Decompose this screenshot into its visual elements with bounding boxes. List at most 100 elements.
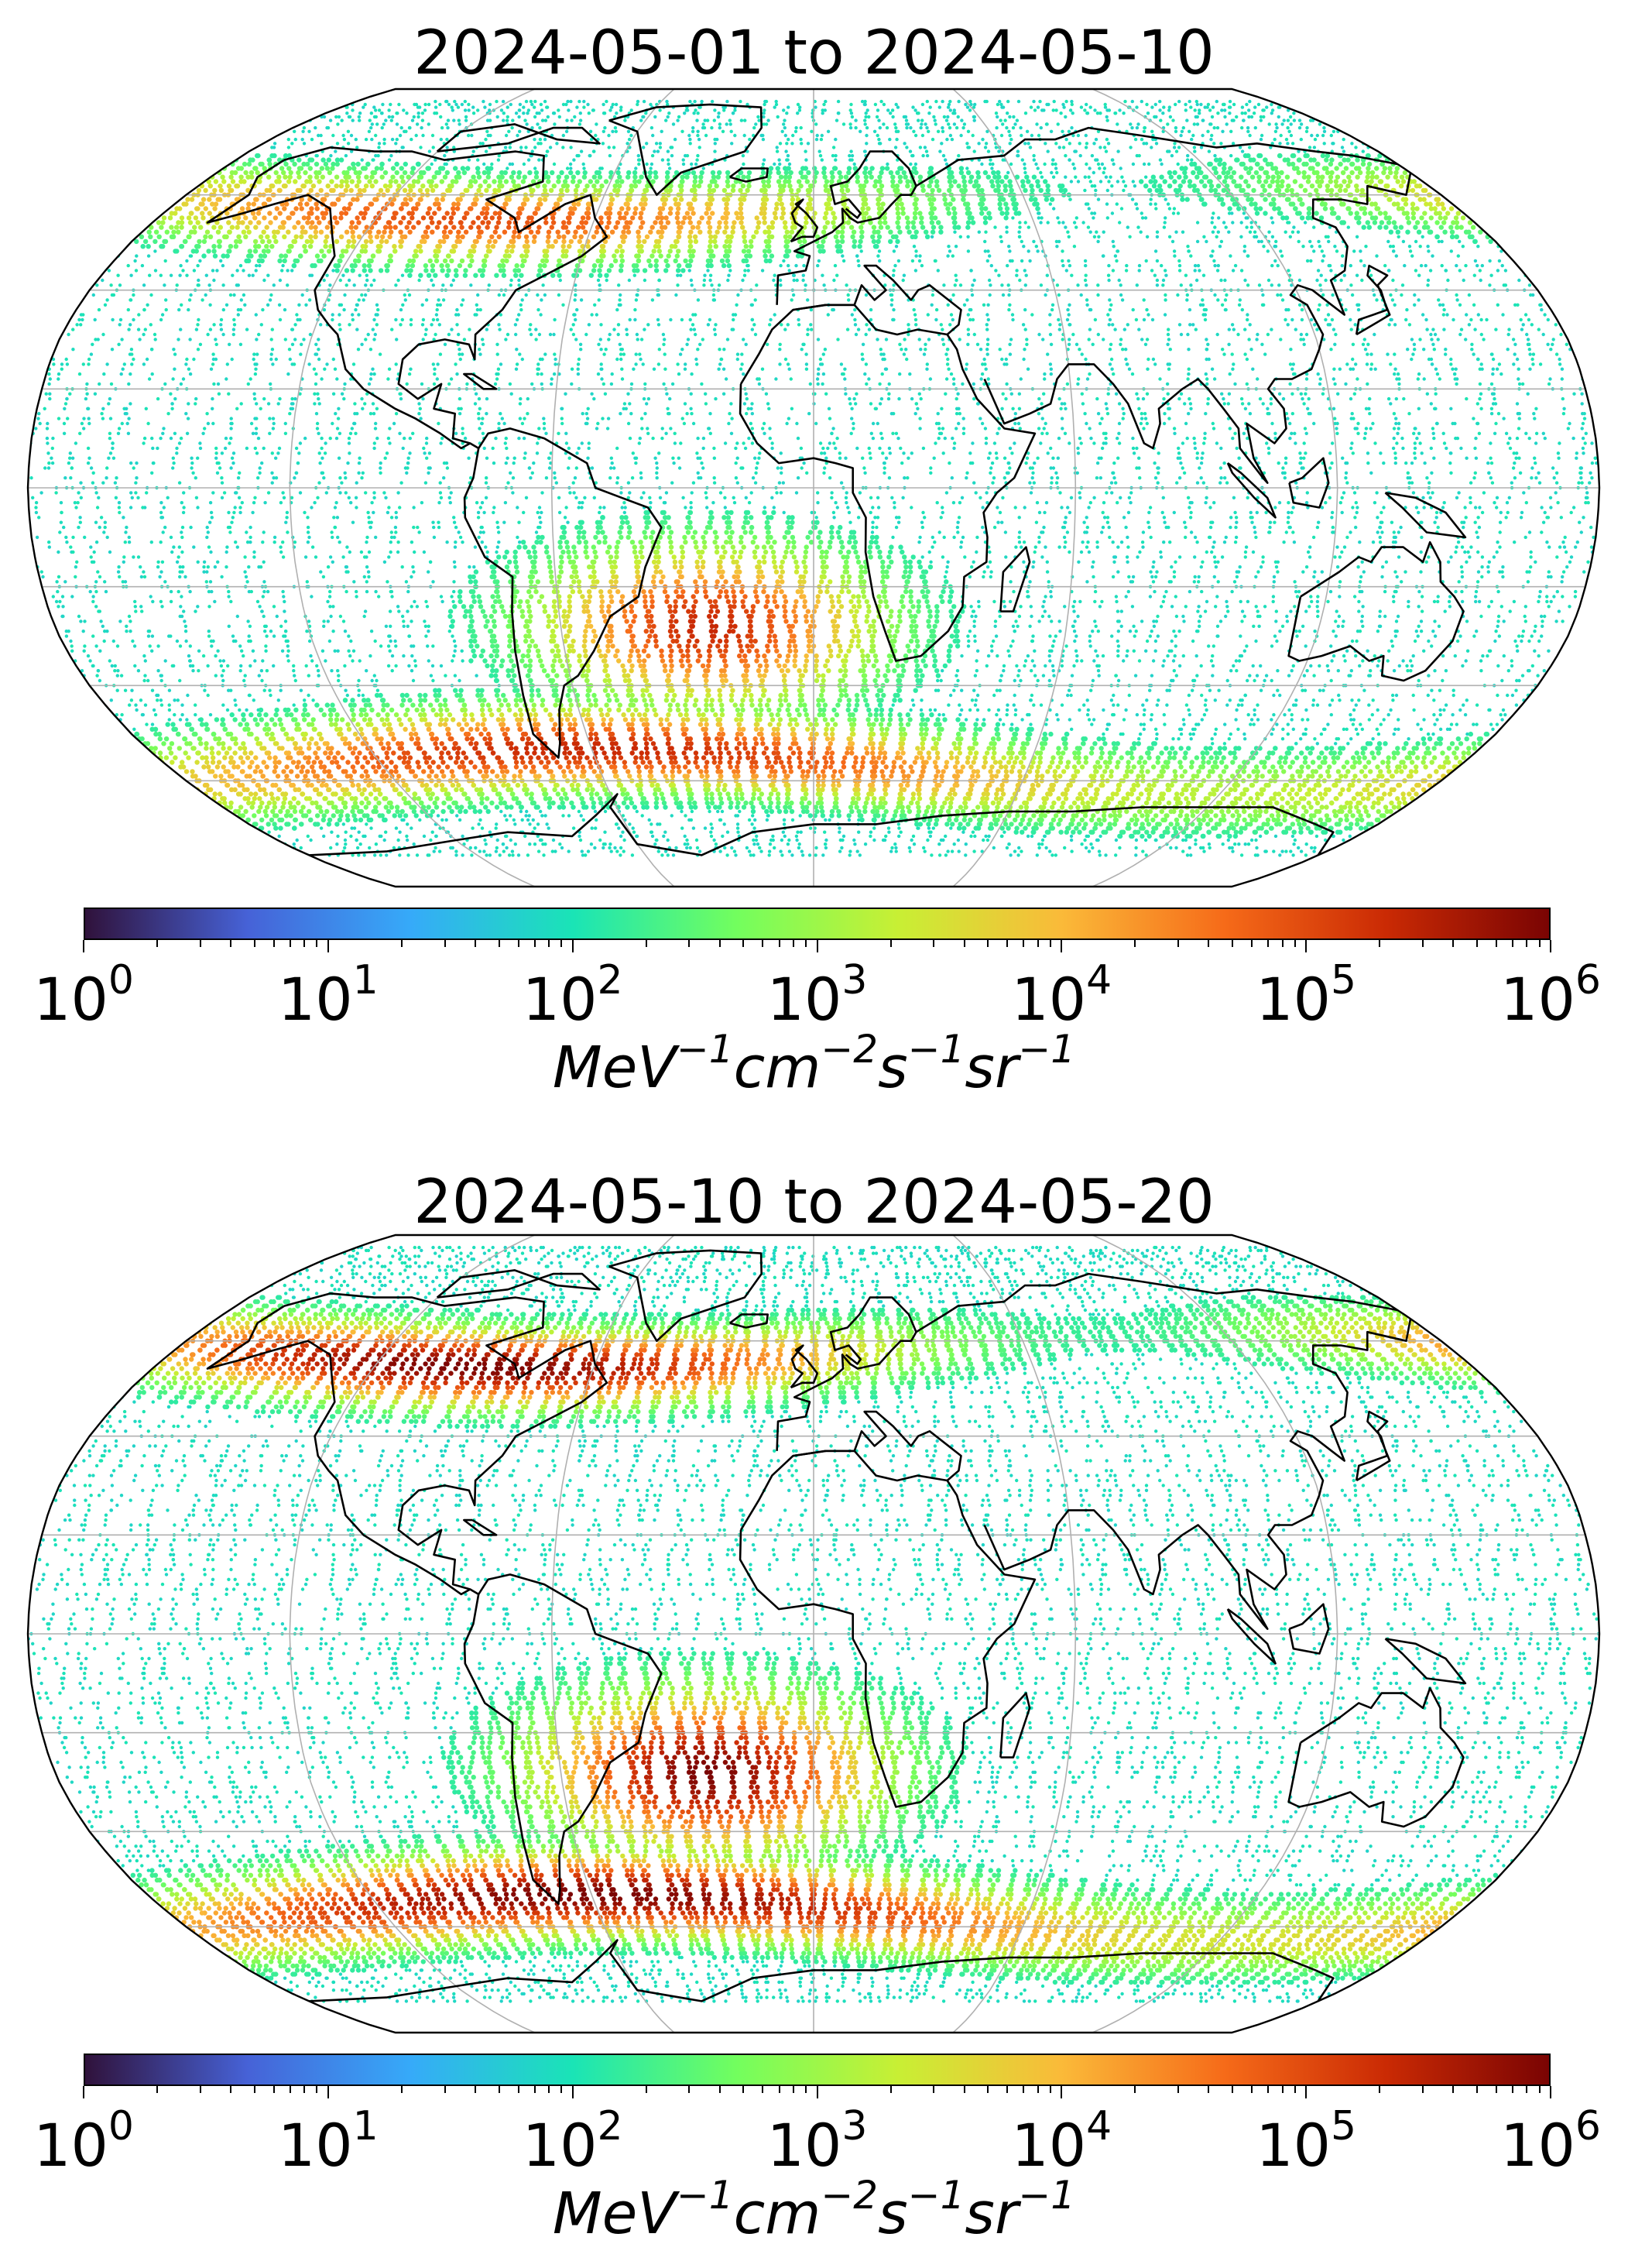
flux-point (188, 338, 192, 341)
flux-point (187, 654, 191, 658)
flux-point (458, 688, 464, 693)
flux-point (201, 431, 205, 435)
flux-point (306, 215, 311, 221)
flux-point (343, 187, 348, 194)
flux-point (1541, 520, 1546, 524)
flux-point (396, 540, 400, 544)
flux-point (413, 664, 418, 668)
flux-point (453, 674, 458, 678)
flux-point (296, 787, 302, 792)
flux-point (306, 525, 310, 530)
flux-point (290, 396, 294, 401)
flux-point (358, 118, 362, 122)
flux-point (303, 510, 307, 515)
flux-point (245, 580, 249, 584)
flux-point (622, 849, 625, 853)
flux-point (107, 456, 111, 460)
flux-point (338, 476, 342, 480)
flux-point (503, 179, 509, 184)
flux-point (484, 842, 488, 846)
flux-point (253, 446, 257, 451)
flux-point (382, 184, 389, 189)
flux-point (228, 760, 234, 765)
flux-point (484, 496, 488, 499)
flux-point (257, 674, 261, 678)
flux-point (386, 726, 391, 732)
flux-point (519, 805, 524, 810)
flux-point (251, 649, 255, 653)
flux-point (201, 197, 207, 202)
flux-point (292, 703, 296, 707)
flux-point (587, 323, 591, 327)
flux-point (334, 238, 340, 245)
flux-point (1552, 476, 1556, 480)
flux-point (1571, 436, 1575, 441)
flux-point (108, 451, 113, 455)
flux-point (529, 476, 533, 480)
flux-point (502, 764, 508, 770)
flux-point (513, 273, 519, 278)
flux-point (481, 417, 485, 420)
flux-point (298, 491, 303, 495)
flux-point (630, 215, 636, 221)
flux-point (368, 412, 373, 416)
flux-point (288, 412, 292, 416)
flux-point (322, 278, 326, 283)
flux-point (610, 372, 614, 376)
flux-point (205, 412, 209, 416)
flux-point (1455, 211, 1462, 216)
flux-point (162, 427, 166, 431)
flux-point (375, 678, 379, 683)
flux-point (1523, 313, 1528, 317)
flux-point (111, 639, 115, 643)
flux-point (303, 774, 308, 779)
flux-point (244, 774, 249, 779)
flux-point (273, 764, 279, 770)
flux-point (1256, 102, 1261, 107)
flux-point (368, 525, 372, 530)
flux-point (355, 174, 362, 180)
flux-point (302, 717, 307, 722)
flux-point (326, 769, 332, 774)
flux-point (556, 174, 561, 180)
flux-point (591, 544, 596, 550)
flux-point (360, 158, 364, 162)
flux-point (261, 595, 265, 599)
flux-point (148, 644, 152, 648)
flux-point (571, 787, 576, 792)
flux-point (559, 170, 564, 176)
flux-point (326, 774, 331, 779)
flux-point (134, 491, 138, 495)
flux-point (211, 225, 217, 230)
flux-point (405, 112, 409, 115)
flux-point (57, 575, 61, 579)
flux-point (598, 215, 604, 221)
flux-point (142, 654, 146, 658)
flux-point (412, 115, 416, 119)
flux-point (547, 769, 552, 774)
flux-point (506, 702, 511, 708)
flux-point (159, 540, 163, 544)
flux-point (1235, 115, 1239, 119)
flux-point (253, 225, 259, 230)
flux-point (506, 707, 512, 713)
flux-point (320, 446, 324, 451)
flux-point (270, 481, 274, 485)
flux-point (146, 303, 149, 307)
flux-point (539, 760, 544, 765)
flux-point (410, 575, 413, 579)
flux-point (365, 161, 371, 167)
flux-point (400, 565, 404, 569)
flux-point (431, 146, 435, 149)
flux-point (257, 741, 263, 746)
flux-point (129, 461, 133, 465)
flux-point (361, 471, 365, 475)
flux-point (1494, 328, 1498, 331)
flux-point (501, 842, 506, 846)
flux-point (510, 849, 515, 853)
flux-point (317, 179, 322, 184)
flux-point (519, 303, 523, 307)
flux-point (207, 634, 211, 638)
flux-point (328, 750, 334, 756)
flux-point (196, 323, 200, 327)
